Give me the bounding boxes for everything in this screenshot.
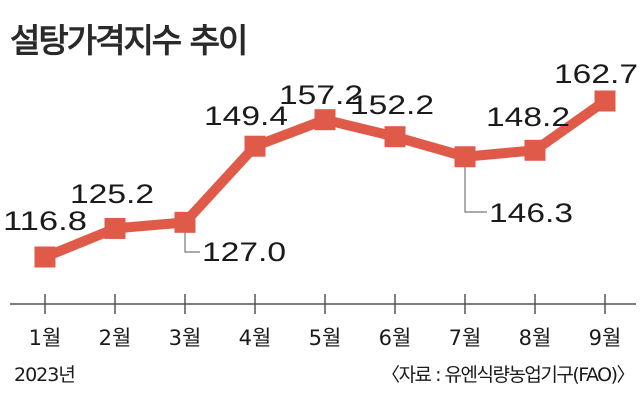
value-label-2: 125.2: [70, 179, 154, 209]
year-label: 2023년: [14, 364, 76, 386]
data-point-1: [34, 246, 56, 268]
value-label-5: 157.2: [279, 80, 363, 110]
data-point-6: [384, 126, 406, 148]
value-label-8: 148.2: [486, 102, 570, 132]
month-label-3: 3월: [169, 326, 202, 350]
data-markers: [34, 90, 616, 268]
data-point-7: [454, 146, 476, 168]
data-point-2: [104, 217, 126, 239]
month-label-4: 4월: [239, 326, 272, 350]
month-label-1: 1월: [29, 326, 62, 350]
data-point-9: [594, 90, 616, 112]
data-point-4: [244, 135, 266, 157]
data-point-3: [174, 211, 196, 233]
value-label-9: 162.7: [554, 59, 638, 89]
value-label-3: 127.0: [202, 237, 286, 267]
source-label: 〈자료 : 유엔식량농업기구(FAO)〉: [381, 364, 635, 386]
callout-line-7: [464, 156, 487, 213]
data-point-8: [524, 139, 546, 161]
month-label-9: 9월: [589, 326, 622, 350]
month-label-2: 2월: [99, 326, 132, 350]
chart-title: 설탕가격지수 추이: [10, 21, 248, 60]
month-label-6: 6월: [379, 326, 412, 350]
value-label-1: 116.8: [3, 206, 87, 236]
data-point-5: [314, 109, 336, 131]
value-label-6: 152.2: [350, 90, 434, 120]
value-label-4: 149.4: [204, 101, 288, 131]
x-axis-ticks: [44, 294, 606, 314]
month-label-5: 5월: [309, 326, 342, 350]
value-label-7: 146.3: [489, 198, 573, 228]
month-labels: 1월 2월 3월 4월 5월 6월 7월 8월 9월: [29, 326, 622, 350]
month-label-8: 8월: [519, 326, 552, 350]
month-label-7: 7월: [449, 326, 482, 350]
